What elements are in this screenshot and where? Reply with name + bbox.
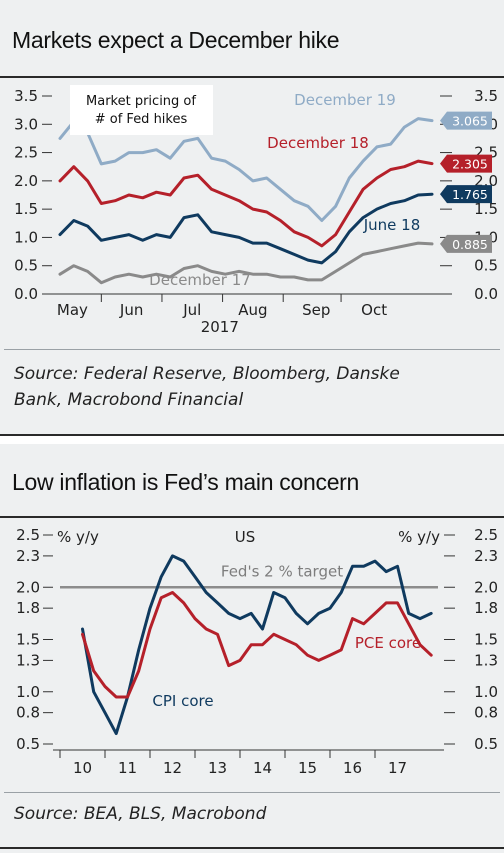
annotation-box <box>70 85 213 135</box>
x-tick-label-sep: Sep <box>302 301 330 319</box>
x-tick-label-aug: Aug <box>238 301 267 319</box>
y-tick-label-left: 0.8 <box>16 704 40 722</box>
x-tick-label: 11 <box>118 759 137 777</box>
series-label-december-17: December 17 <box>149 271 251 289</box>
y-tick-label-left: 0.0 <box>14 285 38 303</box>
x-tick-label: 10 <box>73 759 92 777</box>
y-tick-label-left: 3.5 <box>14 87 38 105</box>
end-value-tag-june-18 <box>440 185 492 204</box>
y-tick-label-right: 1.5 <box>474 200 498 218</box>
series-line-june-18 <box>58 192 434 265</box>
title-rule <box>0 76 504 78</box>
source-divider <box>4 349 500 350</box>
source-line: Bank, Macrobond Financial <box>14 390 244 410</box>
x-tick-label: 16 <box>343 759 362 777</box>
target-label: Fed's 2 % target <box>221 562 343 580</box>
source-line: Source: Federal Reserve, Bloomberg, Dans… <box>14 364 400 384</box>
x-year-label: 2017 <box>201 318 239 336</box>
x-tick-label: 17 <box>388 759 407 777</box>
x-tick-label: 14 <box>253 759 272 777</box>
region-label: US <box>235 528 256 546</box>
y-tick-label-right: 0.0 <box>474 285 498 303</box>
x-tick-label: 12 <box>163 759 182 777</box>
y-unit-left: % y/y <box>57 528 99 546</box>
chart-source: Source: Federal Reserve, Bloomberg, Dans… <box>14 361 400 413</box>
fed-hikes-chart: 3.53.53.03.02.52.52.02.01.51.51.01.00.50… <box>14 85 498 336</box>
y-tick-label-right: 1.5 <box>474 631 498 649</box>
series-label-june-18: June 18 <box>363 216 421 234</box>
x-tick-label-may: May <box>57 301 88 319</box>
y-tick-label-left: 1.5 <box>14 200 38 218</box>
end-value-tag-december-17 <box>440 234 492 253</box>
series-line-december-18 <box>58 159 434 248</box>
chart-panel-fed-hikes: Markets expect a December hike 3.5 3.5 3.0… <box>0 0 504 436</box>
bottom-rule <box>0 434 504 436</box>
y-tick-label-left: 2.5 <box>16 526 40 544</box>
y-unit-right: % y/y <box>398 528 440 546</box>
y-tick-label-right: 2.0 <box>474 578 498 596</box>
y-tick-label-left: 1.5 <box>16 631 40 649</box>
end-value-label: 0.885 <box>452 237 488 252</box>
y-tick-label-left: 2.3 <box>16 547 40 565</box>
x-tick-label-jul: Jul <box>182 301 201 319</box>
y-tick-label-right: 0.5 <box>474 257 498 275</box>
y-tick-label-right: 2.5 <box>474 526 498 544</box>
y-tick-label-left: 2.0 <box>14 172 38 190</box>
end-value-tag-december-18 <box>440 154 492 173</box>
x-tick-label-jun: Jun <box>119 301 143 319</box>
end-value-label: 2.305 <box>452 157 488 172</box>
chart-title: Markets expect a December hike <box>12 27 340 53</box>
inflation-chart: 2.5 2.5 2.3 2.3 2.0 2.0 1.8 1.8 1.5 1.5 1.3 1.3 1.0 1… <box>16 526 498 777</box>
source-line: Source: BEA, BLS, Macrobond <box>14 804 267 824</box>
x-tick-label-oct: Oct <box>361 301 387 319</box>
y-tick-label-right: 0.5 <box>474 735 498 753</box>
chart-source: Source: BEA, BLS, Macrobond <box>14 801 266 827</box>
y-tick-label-left: 1.8 <box>16 599 40 617</box>
y-tick-label-left: 1.0 <box>14 228 38 246</box>
series-line-december-17 <box>58 241 434 285</box>
series-label-cpi-core: CPI core <box>152 692 213 710</box>
y-tick-label-left: 1.0 <box>16 683 40 701</box>
title-rule <box>0 516 504 518</box>
end-value-label: 3.065 <box>452 114 488 129</box>
annotation-line: # of Fed hikes <box>95 112 188 127</box>
series-label-december-19: December 19 <box>294 91 396 109</box>
y-tick-label-right: 1.0 <box>474 683 498 701</box>
y-tick-label-left: 2.5 <box>14 144 38 162</box>
x-tick-label: 15 <box>298 759 317 777</box>
y-tick-label-left: 0.5 <box>16 735 40 753</box>
chart-panel-inflation: Low inflation is Fed’s main concern 2.5 2… <box>0 444 504 853</box>
y-tick-label-right: 0.8 <box>474 704 498 722</box>
series-label-december-18: December 18 <box>267 134 369 152</box>
bottom-rule <box>0 847 504 849</box>
source-divider <box>4 792 500 793</box>
y-tick-label-left: 3.0 <box>14 115 38 133</box>
end-value-tag-december-19 <box>440 111 492 130</box>
series-line-pce-core <box>81 591 433 699</box>
annotation-line: Market pricing of <box>86 94 196 109</box>
x-tick-label: 13 <box>208 759 227 777</box>
y-tick-label-left: 1.3 <box>16 651 40 669</box>
series-label-pce-core: PCE core <box>355 634 421 652</box>
series-line-december-19 <box>58 117 434 222</box>
y-tick-label-left: 0.5 <box>14 257 38 275</box>
y-tick-label-left: 2.0 <box>16 578 40 596</box>
y-tick-label-right: 1.8 <box>474 599 498 617</box>
y-tick-label-right: 2.3 <box>474 547 498 565</box>
end-value-label: 1.765 <box>452 187 488 202</box>
y-tick-label-right: 3.5 <box>474 87 498 105</box>
series-line-cpi-core <box>81 554 433 736</box>
chart-title: Low inflation is Fed’s main concern <box>12 469 360 495</box>
y-tick-label-right: 1.3 <box>474 651 498 669</box>
